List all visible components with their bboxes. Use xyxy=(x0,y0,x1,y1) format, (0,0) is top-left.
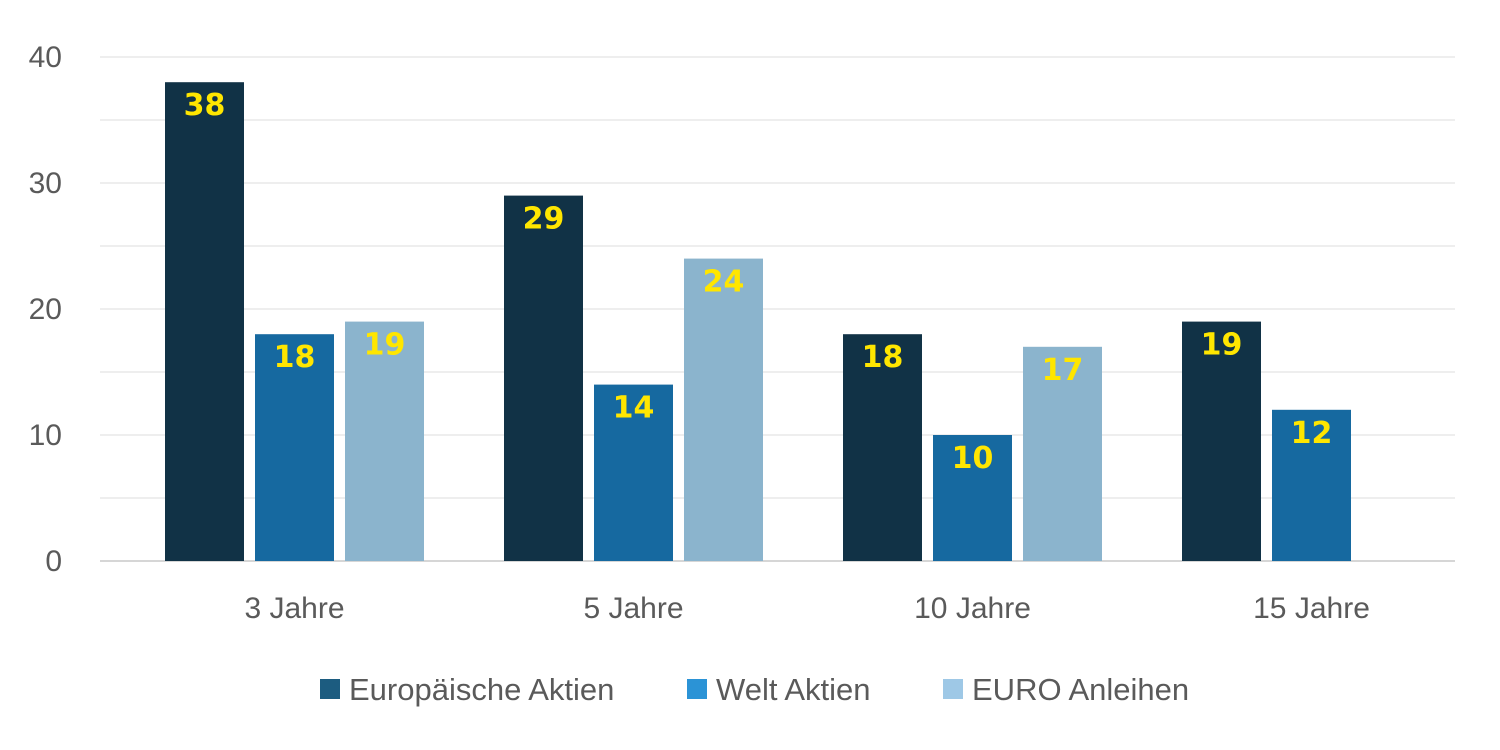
data-label: 24 xyxy=(703,265,745,300)
data-label: 18 xyxy=(862,340,904,375)
bar xyxy=(594,384,673,561)
data-label: 17 xyxy=(1042,353,1084,388)
x-axis: 3 Jahre 5 Jahre 10 Jahre 15 Jahre xyxy=(244,592,1369,625)
legend-label: EURO Anleihen xyxy=(972,672,1189,707)
legend-label: Welt Aktien xyxy=(716,672,871,707)
x-tick-label: 10 Jahre xyxy=(914,592,1031,625)
legend-label: Europäische Aktien xyxy=(349,672,614,707)
legend-swatch xyxy=(320,679,340,699)
x-tick-label: 5 Jahre xyxy=(583,592,683,625)
data-label: 19 xyxy=(1201,328,1243,363)
data-label: 14 xyxy=(613,391,655,426)
bar xyxy=(504,195,583,561)
data-label: 10 xyxy=(952,441,994,476)
bar xyxy=(1023,346,1102,561)
y-tick-label: 10 xyxy=(29,419,62,452)
y-axis: 0 10 20 30 40 xyxy=(29,41,62,578)
data-label: 12 xyxy=(1291,416,1333,451)
y-tick-label: 40 xyxy=(29,41,62,74)
bar xyxy=(684,258,763,561)
bar xyxy=(345,321,424,561)
legend-swatch xyxy=(943,679,963,699)
y-tick-label: 0 xyxy=(45,545,62,578)
x-tick-label: 15 Jahre xyxy=(1253,592,1370,625)
data-label: 19 xyxy=(364,328,406,363)
bar xyxy=(1182,321,1261,561)
data-label: 38 xyxy=(184,88,226,123)
data-labels: 38 18 19 29 14 24 18 10 17 19 12 xyxy=(184,88,1333,476)
y-tick-label: 30 xyxy=(29,167,62,200)
bar xyxy=(165,82,244,561)
bar xyxy=(843,334,922,561)
data-label: 18 xyxy=(274,340,316,375)
y-tick-label: 20 xyxy=(29,293,62,326)
bars xyxy=(165,82,1351,561)
legend-swatch xyxy=(687,679,707,699)
bar xyxy=(255,334,334,561)
legend: Europäische Aktien Welt Aktien EURO Anleih… xyxy=(320,672,1189,707)
x-tick-label: 3 Jahre xyxy=(244,592,344,625)
data-label: 29 xyxy=(523,202,565,237)
bar xyxy=(933,435,1012,561)
bar xyxy=(1272,409,1351,561)
